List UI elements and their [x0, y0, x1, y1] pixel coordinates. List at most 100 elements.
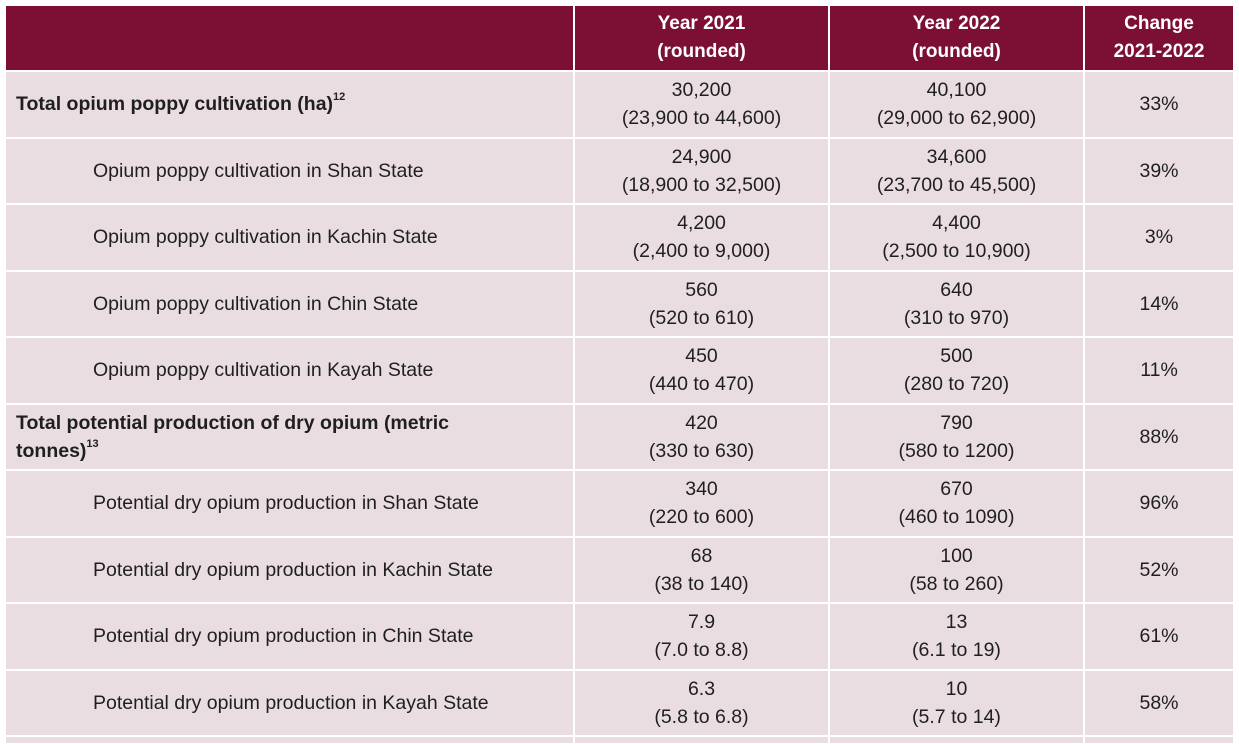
row-label-cell: Potential dry opium production in Chin S…: [6, 603, 575, 671]
change-cell: 96%: [1084, 470, 1233, 538]
table-body: Total opium poppy cultivation (ha)12 30,…: [6, 71, 1233, 743]
row-label: Opium poppy cultivation in Shan State: [93, 159, 424, 182]
year-2022-range: (5.7 to 14): [912, 705, 1001, 728]
year-2021-cell: 24,900 (18,900 to 32,500): [574, 137, 830, 205]
year-2021-value: 24,900: [671, 145, 732, 168]
year-2022-range: (460 to 1090): [898, 506, 1015, 529]
year-2022-cell: 790 (580 to 1200): [829, 403, 1085, 471]
change-value: 61%: [1139, 625, 1179, 648]
year-2021-range: (38 to 140): [654, 572, 749, 595]
header-row: Year 2021 (rounded) Year 2022 (rounded) …: [6, 6, 1233, 72]
header-empty-cell: [6, 6, 575, 72]
row-label: Opium poppy cultivation in Kachin State: [93, 226, 438, 249]
year-2021-value: 420: [685, 411, 718, 434]
table-row: Opium poppy cultivation in Kachin State …: [6, 204, 1233, 272]
change-value: 52%: [1139, 558, 1179, 581]
year-2022-cell: 670 (460 to 1090): [829, 470, 1085, 538]
change-cell: 33%: [1084, 71, 1233, 139]
year-2021-range: (220 to 600): [648, 506, 755, 529]
year-2021-cell: 30,200 (23,900 to 44,600): [574, 71, 830, 139]
year-2021-value: 340: [685, 478, 718, 501]
year-2022-cell: 10 (5.7 to 14): [829, 669, 1085, 737]
year-2022-cell: 34,600 (23,700 to 45,500): [829, 137, 1085, 205]
header-line1: Year 2022: [912, 13, 1001, 34]
change-value: 11%: [1140, 359, 1178, 382]
year-2022-range: (23,700 to 45,500): [876, 173, 1037, 196]
row-label: Potential dry opium production in Chin S…: [93, 625, 474, 648]
year-2022-cell: 4,400 (2,500 to 10,900): [829, 204, 1085, 272]
header-line2: (rounded): [657, 41, 746, 62]
header-change: Change 2021-2022: [1084, 6, 1233, 72]
table-row: Potential dry opium production in Kayah …: [6, 669, 1233, 737]
year-2021-value: 68: [690, 544, 713, 567]
change-value: 3%: [1144, 226, 1174, 249]
table-row: Opium poppy cultivation in Kayah State 4…: [6, 337, 1233, 405]
change-value: 96%: [1139, 492, 1179, 515]
year-2021-range: (2,400 to 9,000): [632, 240, 771, 263]
partial-cell: [574, 736, 830, 743]
year-2022-value: 670: [940, 478, 973, 501]
year-2021-range: (5.8 to 6.8): [654, 705, 749, 728]
row-label: Opium poppy cultivation in Kayah State: [93, 359, 434, 382]
row-label: Total potential production of dry opium …: [16, 411, 449, 462]
partial-cell: [829, 736, 1085, 743]
year-2022-cell: 500 (280 to 720): [829, 337, 1085, 405]
change-value: 39%: [1139, 159, 1179, 182]
row-label-cell: Potential dry opium production in Shan S…: [6, 470, 575, 538]
year-2021-value: 450: [685, 345, 718, 368]
footnote-marker: 13: [86, 437, 99, 450]
header-year-2021: Year 2021 (rounded): [574, 6, 830, 72]
row-label-cell: Potential dry opium production in Kayah …: [6, 669, 575, 737]
change-cell: 3%: [1084, 204, 1233, 272]
row-label: Opium poppy cultivation in Chin State: [93, 292, 419, 315]
partial-cell: [1084, 736, 1233, 743]
header-year-2022: Year 2022 (rounded): [829, 6, 1085, 72]
year-2021-cell: 450 (440 to 470): [574, 337, 830, 405]
change-cell: 39%: [1084, 137, 1233, 205]
row-label-cell: Opium poppy cultivation in Kayah State: [6, 337, 575, 405]
table-row: Opium poppy cultivation in Shan State 24…: [6, 137, 1233, 205]
footnote-marker: 12: [333, 91, 346, 104]
year-2021-value: 7.9: [687, 611, 716, 634]
year-2022-value: 34,600: [926, 145, 987, 168]
header-line1: Year 2021: [657, 13, 746, 34]
year-2022-value: 4,400: [932, 212, 981, 235]
year-2021-cell: 68 (38 to 140): [574, 536, 830, 604]
change-cell: 11%: [1084, 337, 1233, 405]
row-label-cell: Opium poppy cultivation in Kachin State: [6, 204, 575, 272]
year-2022-value: 500: [940, 345, 973, 368]
row-label-cell: Total opium poppy cultivation (ha)12: [6, 71, 575, 139]
row-label-cell: Total potential production of dry opium …: [6, 403, 575, 471]
header-line1: Change: [1124, 13, 1194, 34]
year-2022-value: 640: [940, 278, 973, 301]
year-2021-cell: 7.9 (7.0 to 8.8): [574, 603, 830, 671]
change-cell: 61%: [1084, 603, 1233, 671]
change-cell: 88%: [1084, 403, 1233, 471]
table-row: Potential dry opium production in Chin S…: [6, 603, 1233, 671]
year-2022-range: (2,500 to 10,900): [882, 240, 1031, 263]
year-2022-range: (29,000 to 62,900): [876, 107, 1037, 130]
change-cell: 52%: [1084, 536, 1233, 604]
change-cell: 58%: [1084, 669, 1233, 737]
partial-cell: [6, 736, 575, 743]
opium-statistics-table: Year 2021 (rounded) Year 2022 (rounded) …: [6, 6, 1233, 743]
table-row-partial: [6, 736, 1233, 743]
change-value: 88%: [1139, 425, 1179, 448]
row-label-cell: Potential dry opium production in Kachin…: [6, 536, 575, 604]
change-value: 33%: [1139, 93, 1179, 116]
table-row: Opium poppy cultivation in Chin State 56…: [6, 270, 1233, 338]
year-2021-range: (7.0 to 8.8): [654, 639, 749, 662]
year-2021-range: (18,900 to 32,500): [621, 173, 782, 196]
year-2021-range: (520 to 610): [648, 306, 755, 329]
row-label-cell: Opium poppy cultivation in Shan State: [6, 137, 575, 205]
year-2022-value: 40,100: [926, 79, 987, 102]
row-label: Total opium poppy cultivation (ha): [16, 93, 334, 116]
year-2022-value: 10: [945, 677, 968, 700]
row-label: Potential dry opium production in Shan S…: [93, 492, 479, 515]
change-cell: 14%: [1084, 270, 1233, 338]
year-2022-range: (280 to 720): [903, 373, 1010, 396]
table-row: Total opium poppy cultivation (ha)12 30,…: [6, 71, 1233, 139]
year-2021-value: 560: [685, 278, 718, 301]
year-2021-cell: 420 (330 to 630): [574, 403, 830, 471]
year-2021-cell: 4,200 (2,400 to 9,000): [574, 204, 830, 272]
